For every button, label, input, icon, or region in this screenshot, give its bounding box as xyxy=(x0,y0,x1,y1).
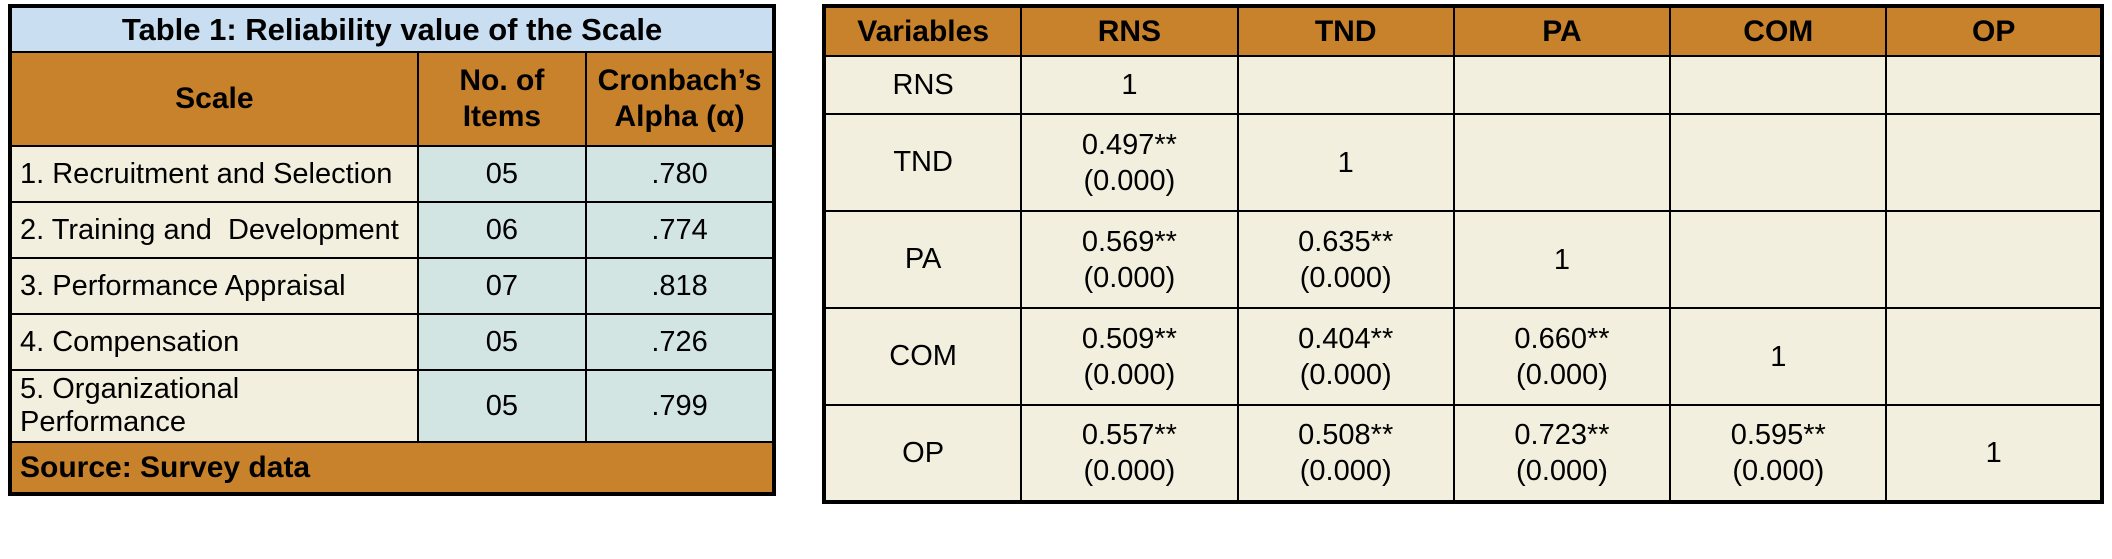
corr-cell xyxy=(1669,113,1888,212)
table-row: 5. Organizational Performance 05 .799 xyxy=(9,369,776,443)
column-header-items: No. of Items xyxy=(416,51,588,147)
source-row: Source: Survey data xyxy=(8,441,776,495)
corr-cell: 0.497** (0.000) xyxy=(1020,113,1239,212)
corr-cell: 0.635** (0.000) xyxy=(1236,210,1455,309)
reliability-header-row: Scale No. of Items Cronbach’s Alpha (α) xyxy=(9,51,776,147)
reliability-table-title: Table 1: Reliability value of the Scale xyxy=(8,5,776,53)
alpha-cell: .726 xyxy=(585,313,776,371)
corr-cell xyxy=(1236,55,1455,115)
corr-cell xyxy=(1885,55,2103,115)
corr-cell xyxy=(1452,113,1672,212)
alpha-cell: .780 xyxy=(585,145,776,203)
corr-row-label: OP xyxy=(823,404,1023,503)
corr-row: COM 0.509** (0.000) 0.404** (0.000) 0.66… xyxy=(823,307,2103,406)
correlation-table: Variables RNS TND PA COM OP RNS 1 TND 0.… xyxy=(822,4,2104,504)
corr-row-label: TND xyxy=(823,113,1023,212)
column-header-com: COM xyxy=(1669,5,1888,57)
corr-cell: 0.569** (0.000) xyxy=(1020,210,1239,309)
corr-cell xyxy=(1885,113,2103,212)
corr-row: OP 0.557** (0.000) 0.508** (0.000) 0.723… xyxy=(823,404,2103,503)
corr-cell: 0.660** (0.000) xyxy=(1452,307,1672,406)
items-cell: 05 xyxy=(416,145,588,203)
scale-cell: 4. Compensation xyxy=(9,313,419,371)
table-row: 3. Performance Appraisal 07 .818 xyxy=(9,257,776,315)
column-header-pa: PA xyxy=(1452,5,1672,57)
reliability-table: Table 1: Reliability value of the Scale … xyxy=(8,4,777,496)
column-header-scale: Scale xyxy=(9,51,419,147)
column-header-rns: RNS xyxy=(1020,5,1239,57)
table-row: 4. Compensation 05 .726 xyxy=(9,313,776,371)
reliability-title-row: Table 1: Reliability value of the Scale xyxy=(8,5,776,53)
corr-cell: 1 xyxy=(1236,113,1455,212)
alpha-cell: .799 xyxy=(585,369,776,443)
scale-cell: 2. Training and Development xyxy=(9,201,419,259)
column-header-op: OP xyxy=(1885,5,2103,57)
corr-cell: 0.557** (0.000) xyxy=(1020,404,1239,503)
items-cell: 05 xyxy=(416,369,588,443)
items-cell: 06 xyxy=(416,201,588,259)
correlation-header-row: Variables RNS TND PA COM OP xyxy=(823,5,2103,57)
corr-cell: 1 xyxy=(1885,404,2103,503)
scale-cell: 3. Performance Appraisal xyxy=(9,257,419,315)
column-header-tnd: TND xyxy=(1236,5,1455,57)
corr-cell: 0.404** (0.000) xyxy=(1236,307,1455,406)
corr-row: PA 0.569** (0.000) 0.635** (0.000) 1 xyxy=(823,210,2103,309)
alpha-cell: .774 xyxy=(585,201,776,259)
column-header-alpha: Cronbach’s Alpha (α) xyxy=(585,51,776,147)
corr-row-label: PA xyxy=(823,210,1023,309)
source-note: Source: Survey data xyxy=(8,441,776,495)
corr-cell: 1 xyxy=(1669,307,1888,406)
corr-cell: 1 xyxy=(1020,55,1239,115)
corr-cell: 0.509** (0.000) xyxy=(1020,307,1239,406)
corr-cell: 0.508** (0.000) xyxy=(1236,404,1455,503)
scale-cell: 5. Organizational Performance xyxy=(9,369,419,443)
corr-row-label: RNS xyxy=(823,55,1023,115)
alpha-cell: .818 xyxy=(585,257,776,315)
table-row: 2. Training and Development 06 .774 xyxy=(9,201,776,259)
corr-cell xyxy=(1885,210,2103,309)
corr-cell xyxy=(1669,210,1888,309)
items-cell: 05 xyxy=(416,313,588,371)
corr-row: TND 0.497** (0.000) 1 xyxy=(823,113,2103,212)
corr-cell: 1 xyxy=(1452,210,1672,309)
corr-cell: 0.595** (0.000) xyxy=(1669,404,1888,503)
corr-row: RNS 1 xyxy=(823,55,2103,115)
corr-cell xyxy=(1669,55,1888,115)
corr-cell xyxy=(1885,307,2103,406)
items-cell: 07 xyxy=(416,257,588,315)
column-header-variables: Variables xyxy=(823,5,1023,57)
corr-cell: 0.723** (0.000) xyxy=(1452,404,1672,503)
corr-row-label: COM xyxy=(823,307,1023,406)
table-row: 1. Recruitment and Selection 05 .780 xyxy=(9,145,776,203)
corr-cell xyxy=(1452,55,1672,115)
scale-cell: 1. Recruitment and Selection xyxy=(9,145,419,203)
